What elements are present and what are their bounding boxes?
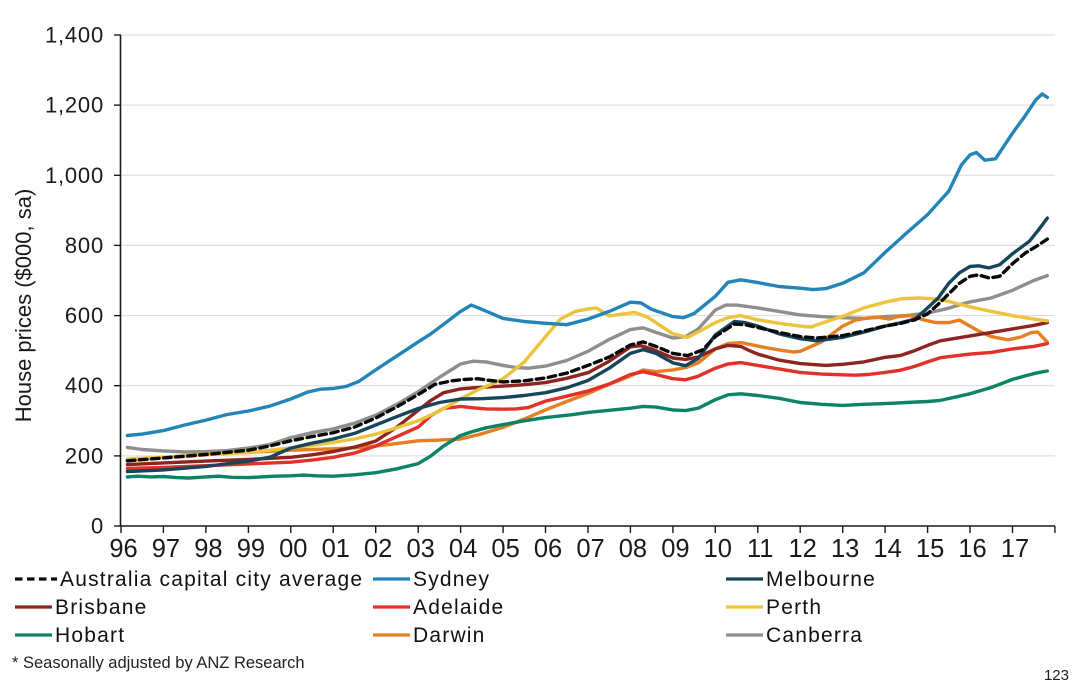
svg-text:Sydney: Sydney — [413, 568, 490, 591]
svg-text:Perth: Perth — [766, 596, 822, 619]
svg-text:04: 04 — [449, 535, 477, 563]
svg-text:1,200: 1,200 — [45, 93, 104, 118]
svg-text:Brisbane: Brisbane — [55, 596, 147, 619]
svg-text:123: 123 — [1044, 667, 1069, 684]
svg-text:96: 96 — [109, 535, 137, 563]
svg-text:16: 16 — [958, 535, 986, 563]
svg-text:07: 07 — [576, 535, 604, 563]
svg-text:15: 15 — [916, 535, 944, 563]
svg-text:14: 14 — [873, 535, 901, 563]
svg-text:1,000: 1,000 — [45, 163, 104, 188]
svg-text:Australia capital city average: Australia capital city average — [60, 568, 363, 591]
svg-text:09: 09 — [661, 535, 689, 563]
svg-text:17: 17 — [1001, 535, 1029, 563]
svg-text:97: 97 — [152, 535, 180, 563]
svg-text:400: 400 — [65, 373, 104, 398]
svg-text:99: 99 — [237, 535, 265, 563]
svg-text:Adelaide: Adelaide — [413, 596, 504, 619]
svg-text:13: 13 — [831, 535, 859, 563]
svg-text:600: 600 — [65, 303, 104, 328]
svg-text:08: 08 — [619, 535, 647, 563]
svg-text:200: 200 — [65, 443, 104, 468]
svg-text:Canberra: Canberra — [766, 624, 863, 647]
svg-text:03: 03 — [407, 535, 435, 563]
svg-text:* Seasonally adjusted by ANZ R: * Seasonally adjusted by ANZ Research — [12, 654, 305, 672]
svg-text:Melbourne: Melbourne — [766, 568, 876, 591]
svg-text:10: 10 — [704, 535, 732, 563]
svg-text:0: 0 — [91, 514, 104, 539]
svg-text:1,400: 1,400 — [45, 23, 104, 48]
svg-text:12: 12 — [789, 535, 817, 563]
svg-text:800: 800 — [65, 233, 104, 258]
svg-text:00: 00 — [279, 535, 307, 563]
svg-text:06: 06 — [534, 535, 562, 563]
svg-text:Darwin: Darwin — [413, 624, 486, 647]
svg-text:05: 05 — [491, 535, 519, 563]
svg-text:House prices ($000, sa): House prices ($000, sa) — [11, 189, 36, 423]
svg-text:02: 02 — [364, 535, 392, 563]
svg-text:11: 11 — [747, 535, 773, 563]
svg-text:01: 01 — [322, 535, 350, 563]
svg-text:Hobart: Hobart — [55, 624, 125, 647]
svg-text:98: 98 — [194, 535, 222, 563]
